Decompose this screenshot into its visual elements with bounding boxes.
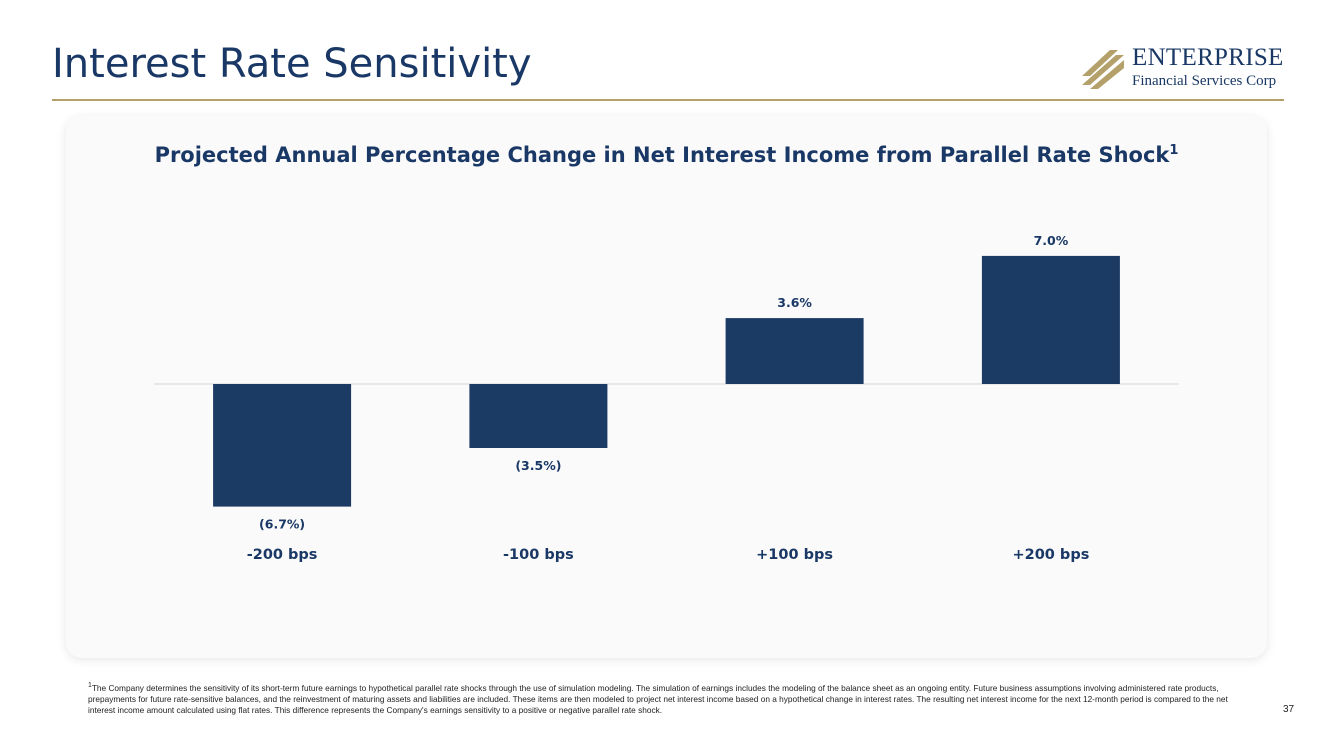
title-divider bbox=[52, 99, 1284, 101]
footnote-text: The Company determines the sensitivity o… bbox=[88, 682, 1228, 715]
category-label-1: -100 bps bbox=[503, 547, 574, 563]
bar-2 bbox=[725, 318, 864, 384]
category-label-0: -200 bps bbox=[247, 547, 318, 563]
slide-title: Interest Rate Sensitivity bbox=[52, 41, 532, 87]
bar-0 bbox=[213, 384, 352, 507]
footnote-marker: 1 bbox=[88, 682, 92, 689]
footnote: 1The Company determines the sensitivity … bbox=[88, 680, 1228, 716]
enterprise-logo-icon bbox=[1082, 50, 1124, 89]
company-logo: ENTERPRISE Financial Services Corp bbox=[1080, 44, 1285, 94]
logo-subtitle: Financial Services Corp bbox=[1132, 73, 1277, 89]
category-label-3: +200 bps bbox=[1012, 547, 1089, 563]
chart-title: Projected Annual Percentage Change in Ne… bbox=[0, 143, 1333, 167]
page-number: 37 bbox=[1283, 704, 1295, 715]
chart-title-footnote-marker: 1 bbox=[1169, 143, 1179, 158]
bar-chart: (6.7%) -200 bps (3.5%) -100 bps 3.6% +100 bps… bbox=[154, 233, 1179, 563]
chart-title-text: Projected Annual Percentage Change in Ne… bbox=[154, 143, 1170, 167]
data-label-2: 3.6% bbox=[777, 295, 812, 310]
logo-name: ENTERPRISE bbox=[1132, 44, 1284, 71]
bar-1 bbox=[469, 384, 608, 448]
data-label-0: (6.7%) bbox=[259, 517, 305, 532]
bar-3 bbox=[981, 255, 1120, 384]
category-label-2: +100 bps bbox=[756, 547, 833, 563]
data-label-1: (3.5%) bbox=[515, 458, 561, 473]
data-label-3: 7.0% bbox=[1034, 233, 1069, 248]
